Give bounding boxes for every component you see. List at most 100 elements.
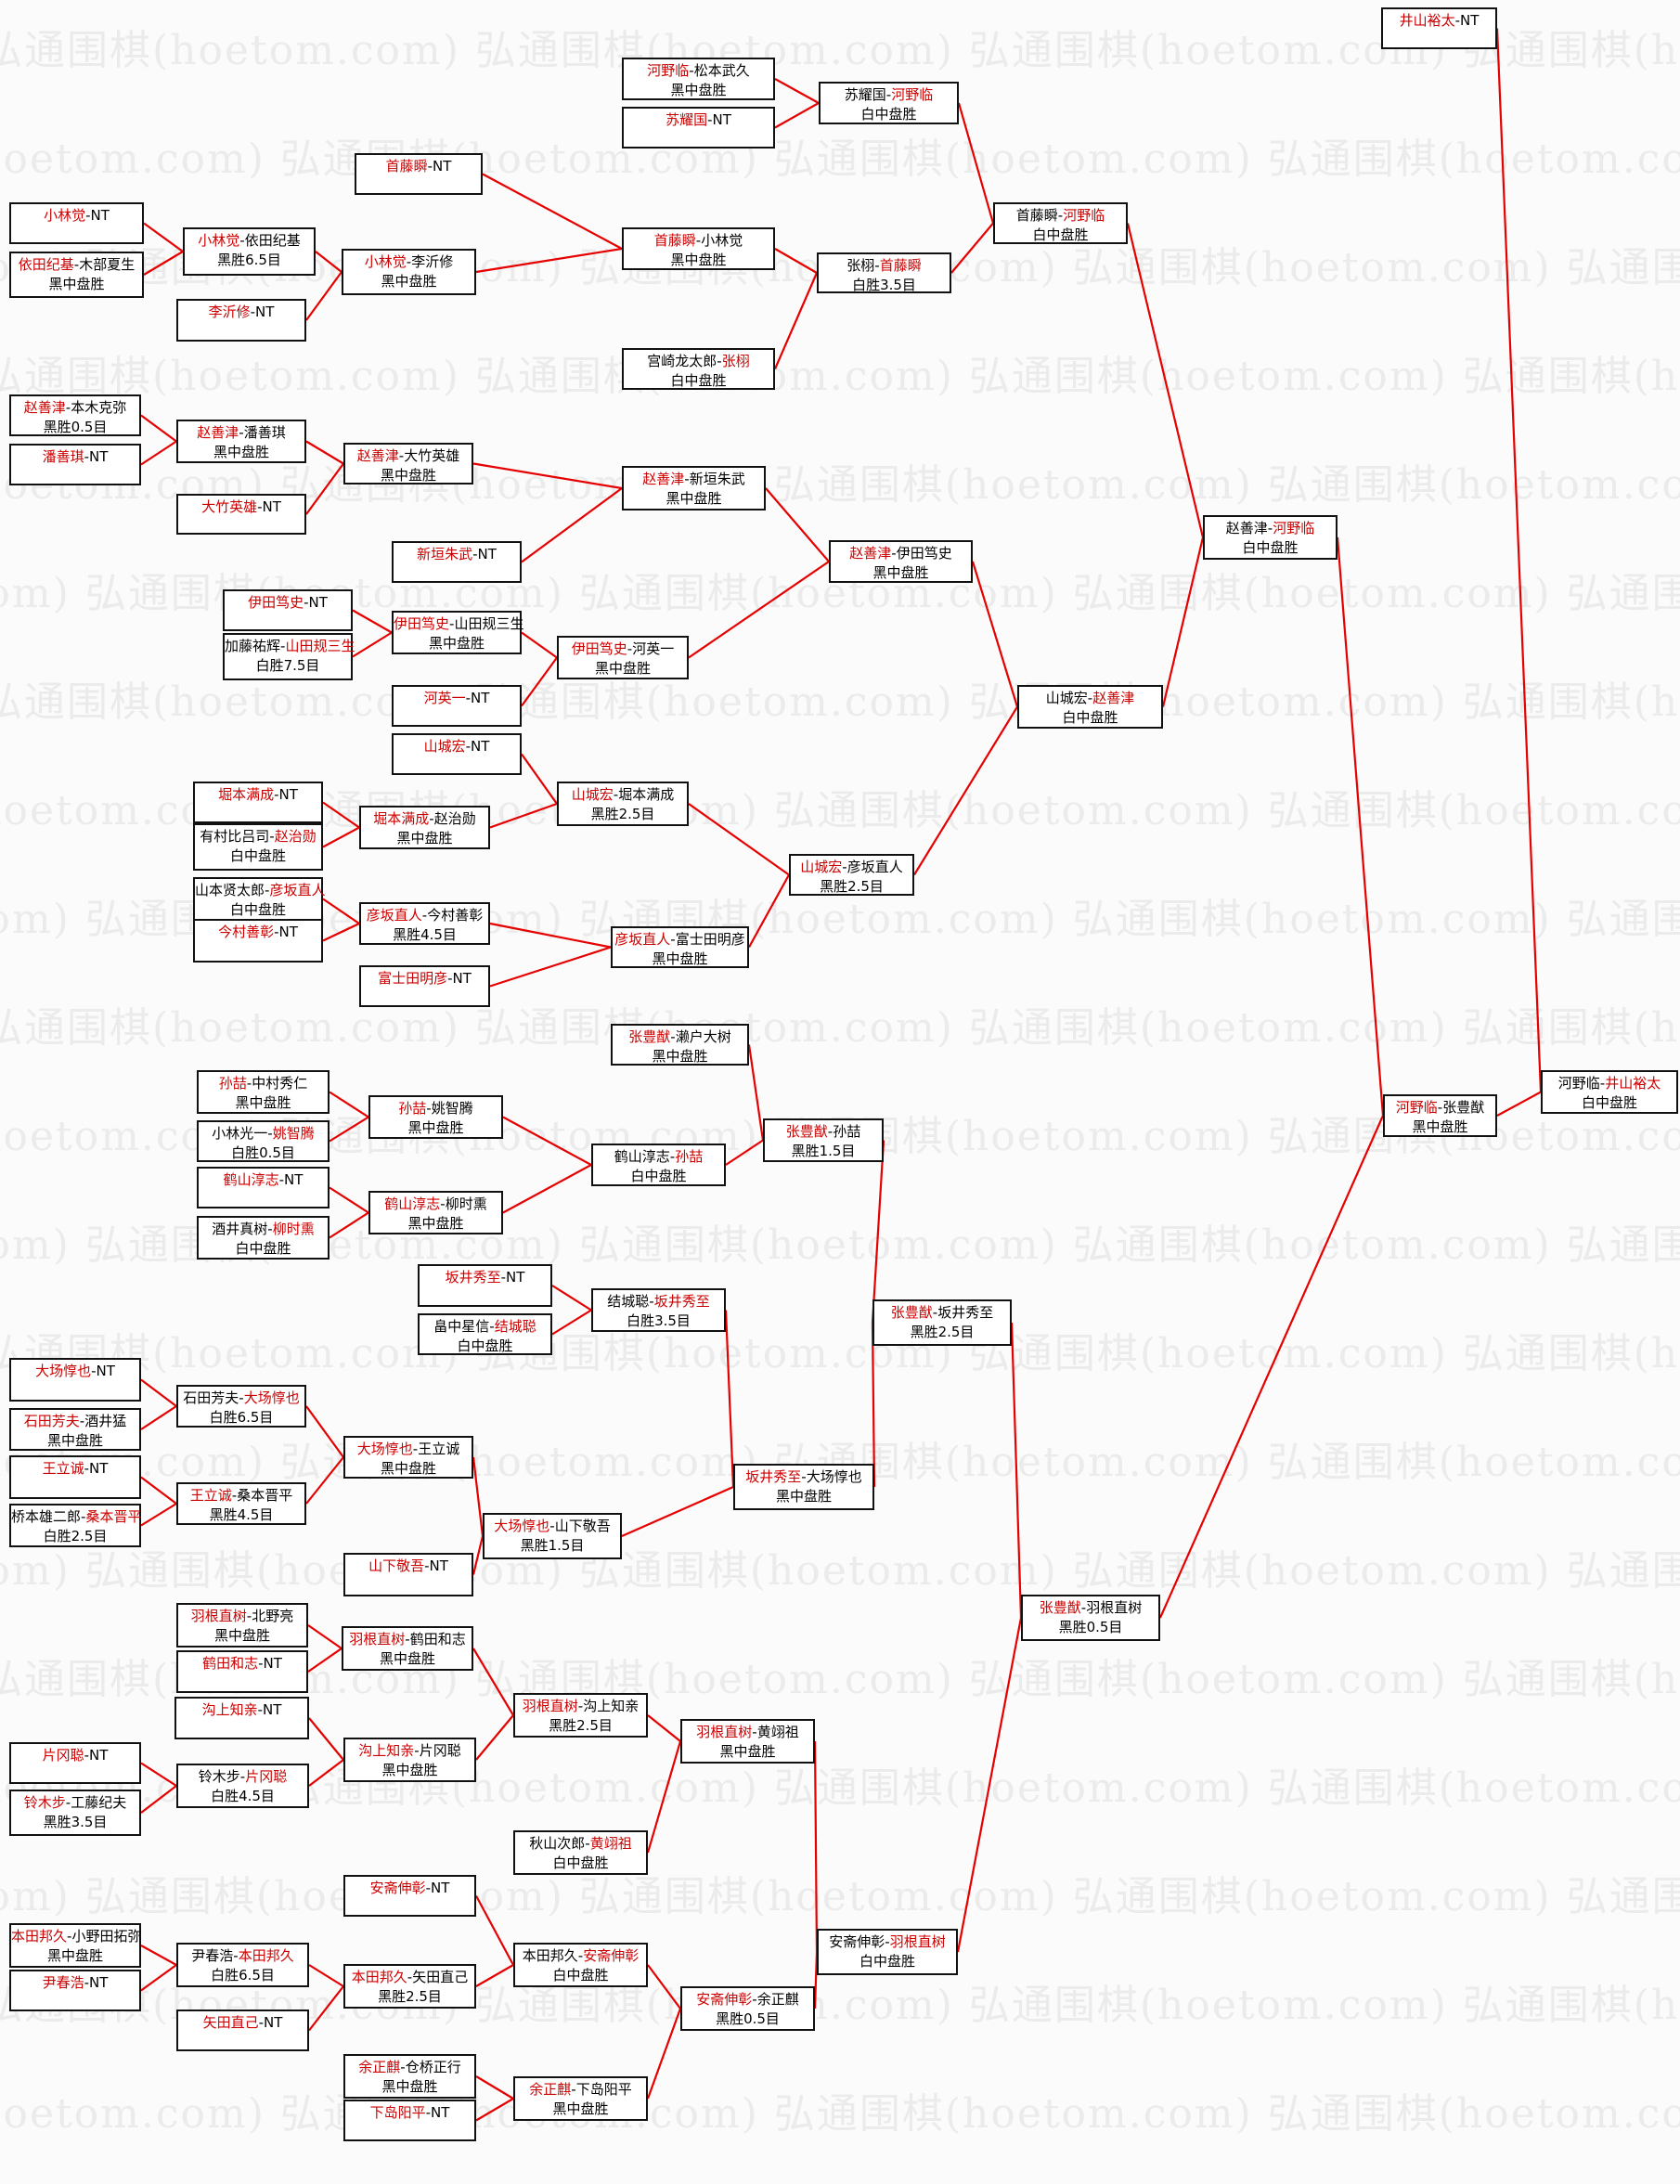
player2-winner: 坂井秀至 [653,1293,710,1310]
match-players: 赵善津-本木克弥 [11,398,139,418]
match-box-ansai_nt: 安斋伸彰-NT [343,1875,476,1917]
connector-cho_aragaki--cho_ida [765,487,830,562]
match-result: 黑中盘胜 [213,444,269,460]
match-players: 小林觉-依田纪基 [185,231,314,251]
connector-mizokami_kataoka--hane_mizokami [475,1714,514,1761]
match-result: 黑中盘胜 [46,1947,103,1964]
connector-hane_tsuruta--hane_mizokami [472,1648,514,1716]
player1: 首藤瞬 [1015,207,1058,224]
match-result: 黑中盘胜 [396,830,453,846]
match-result: 黑中盘胜 [775,1488,832,1505]
vs-dash: - [91,1363,97,1379]
match-box-mizokami_kataoka: 沟上知亲-片冈聪 黑中盘胜 [343,1738,476,1782]
player2: NT [264,2014,283,2031]
player2: NT [429,1557,448,1574]
connector-kato_yamada--ida_yamada [352,631,393,658]
match-players: 余正麒-下岛阳平 [515,2080,646,2100]
match-box-kono_iyama: 河野临-井山裕太 白中盘胜 [1541,1070,1678,1114]
connector-honda_ansai--ansai_yo [647,1964,681,2010]
vs-dash: - [429,810,434,827]
connector-hane_mizokami--hane_ko [647,1714,681,1742]
connector-iyama_nt--kono_iyama [1495,28,1543,1092]
player1: 安斋伸彰 [829,1933,885,1950]
player2-winner: 张栩 [721,353,750,369]
vs-dash: - [85,207,91,224]
match-result: 白胜3.5目 [627,1312,691,1329]
vs-dash: - [239,1389,244,1406]
player2: NT [477,546,497,562]
connector-sakaihide_oba--cho_sakaihide [871,1322,876,1488]
match-box-yamamoto_hikosaka: 山本贤太郎-彦坂直人 白中盘胜 [193,877,325,921]
player2: 富士田明彦 [675,931,745,948]
player1-winner: 大场惇也 [35,1363,92,1379]
match-box-pan_nt: 潘善琪-NT [9,444,141,485]
connector-wang_nt--wang_kuwamoto [140,1476,177,1505]
connector-oba_wang--oba_yamashita [472,1456,485,1537]
connector-arimura_chochikun--horimoto_chochikun [322,826,360,848]
match-box-cho_ida: 赵善津-伊田笃史 黑中盘胜 [829,540,973,583]
player1-winner: 王立诚 [42,1460,84,1477]
match-box-su_kono: 苏耀国-河野临 白中盘胜 [819,82,959,124]
player1-winner: 王立诚 [189,1487,232,1504]
player1: 小林光一 [212,1125,268,1142]
vs-dash: - [73,256,80,273]
vs-dash: - [233,1947,239,1964]
player1-winner: 今村善彰 [218,924,275,940]
match-players: 孙喆-中村秀仁 [199,1074,328,1093]
match-result: 黑中盘胜 [381,1762,438,1778]
match-result: 黑胜0.5目 [43,419,108,435]
player1-winner: 首藤瞬 [653,232,696,249]
match-result: 黑胜0.5目 [716,2010,780,2027]
player2: 桑本晋平 [237,1487,293,1504]
match-box-kato_yamada: 加藤祐辉-山田规三生 白胜7.5目 [223,633,355,680]
connector-yamashiro_chosonjin--chosonjin_kono [1161,536,1205,707]
match-result: 白中盘胜 [235,1240,291,1257]
player2: 大竹英雄 [404,447,460,464]
player2: 工藤纪夫 [71,1794,127,1811]
match-result: 白中盘胜 [1581,1094,1637,1111]
connector-li_nt--kobayashi_li [305,271,342,321]
match-box-kono_matsumoto: 河野临-松本武久 黑中盘胜 [622,58,775,100]
match-players: 赵善津-伊田笃史 [831,544,971,563]
player1-winner: 首藤瞬 [385,158,428,174]
match-box-tsuruyama_ryu: 鹤山淳志-柳时熏 黑中盘胜 [368,1191,503,1234]
match-result: 黑中盘胜 [381,273,437,290]
match-players: 结城聪-坂井秀至 [593,1292,724,1312]
match-players: 片冈聪-NT [11,1746,139,1765]
match-result: 白胜7.5目 [255,657,320,674]
match-box-horimoto_nt: 堀本满成-NT [193,782,323,823]
player1-winner: 赵善津 [356,447,399,464]
vs-dash: - [449,615,455,632]
match-result: 黑中盘胜 [213,1627,270,1644]
match-players: 李沂修-NT [178,303,304,322]
match-players: 安斋伸彰-余正麒 [682,1990,813,2010]
player2-winner: 河野临 [891,86,934,103]
match-result: 黑胜2.5目 [910,1324,975,1340]
match-players: 潘善琪-NT [11,447,139,467]
match-players: 依田纪基-木部夏生 [11,255,142,275]
vs-dash: - [489,1318,495,1335]
match-players: 河野临-井山裕太 [1543,1074,1676,1093]
player2-winner: 桑本晋平 [85,1508,142,1525]
player2: 堀本满成 [618,786,675,803]
match-box-honda_onoda: 本田邦久-小野田拓弥 黑中盘胜 [9,1923,141,1968]
vs-dash: - [398,447,405,464]
match-players: 石田芳夫-大场惇也 [178,1389,304,1408]
player1-winner: 孙喆 [398,1100,427,1117]
player2: NT [278,786,298,803]
match-players: 沟上知亲-片冈聪 [345,1741,474,1761]
vs-dash: - [414,1742,420,1759]
player2: NT [284,1171,304,1188]
watermark-row: 弘通围棋(hoetom.com) 弘通围棋(hoetom.com) 弘通围棋(h… [0,353,1680,400]
vs-dash: - [649,1293,654,1310]
player1-winner: 富士田明彦 [378,970,448,987]
watermark-row: 弘通围棋(hoetom.com) 弘通围棋(hoetom.com) 弘通围棋(h… [0,1004,1680,1052]
player1-winner: 羽根直树 [522,1698,578,1714]
connector-yoda_kibe--kobayashi_yoda [143,251,184,276]
vs-dash: - [842,859,847,875]
connector-ida_kawa--cho_ida [688,561,830,659]
match-result: 黑中盘胜 [670,82,727,98]
player2: NT [89,448,109,465]
match-box-ishida_oba: 石田芳夫-大场惇也 白胜6.5目 [176,1385,306,1428]
